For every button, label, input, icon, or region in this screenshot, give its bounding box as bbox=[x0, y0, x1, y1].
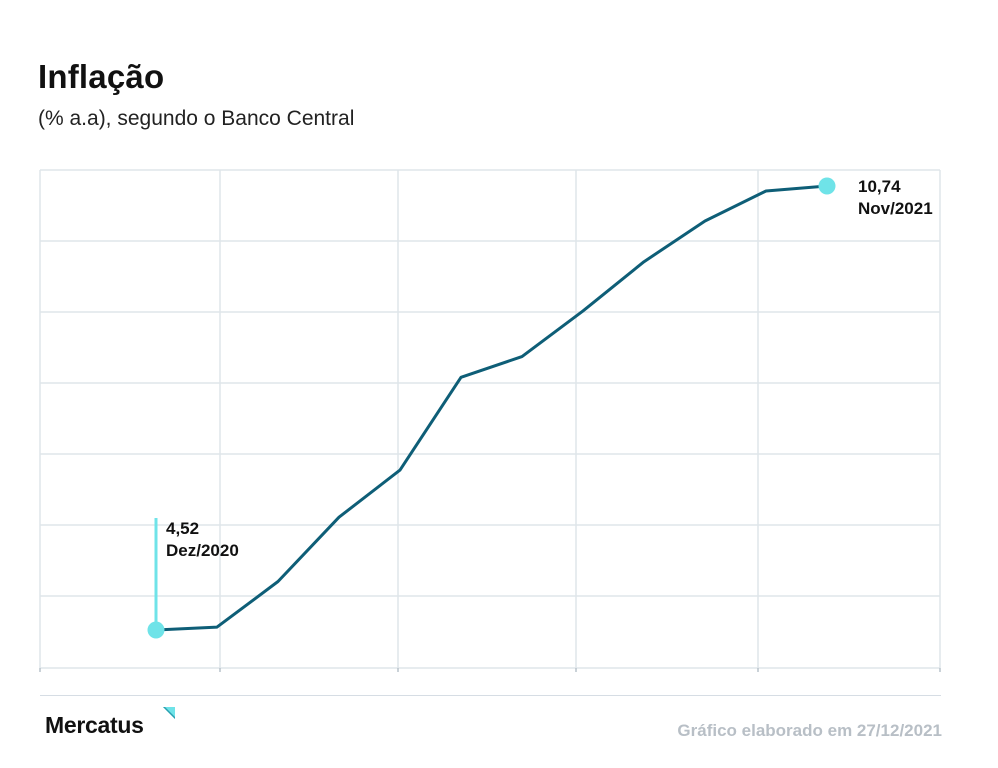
series-line bbox=[154, 184, 829, 632]
chart-title: Inflação bbox=[38, 58, 165, 95]
footer-divider bbox=[40, 695, 941, 696]
line-chart: 4,52 Dez/2020 10,74 Nov/2021 bbox=[39, 169, 941, 672]
chart-series bbox=[154, 184, 829, 632]
chart-grid bbox=[39, 169, 941, 672]
annotation-date-label: Dez/2020 bbox=[166, 541, 239, 560]
chart-subtitle: (% a.a), segundo o Banco Central bbox=[38, 107, 355, 130]
annotation-value-label: 10,74 bbox=[858, 177, 901, 196]
annotation-value-label: 4,52 bbox=[166, 519, 199, 538]
annotation-date-label: Nov/2021 bbox=[858, 199, 933, 218]
brand-logo-mark-icon bbox=[163, 707, 175, 719]
data-point-marker bbox=[147, 621, 165, 639]
data-point-marker bbox=[818, 177, 836, 195]
chart-annotations: 4,52 Dez/2020 10,74 Nov/2021 bbox=[147, 177, 933, 639]
brand-logo: Mercatus bbox=[45, 712, 144, 738]
chart-credit: Gráfico elaborado em 27/12/2021 bbox=[677, 721, 942, 740]
